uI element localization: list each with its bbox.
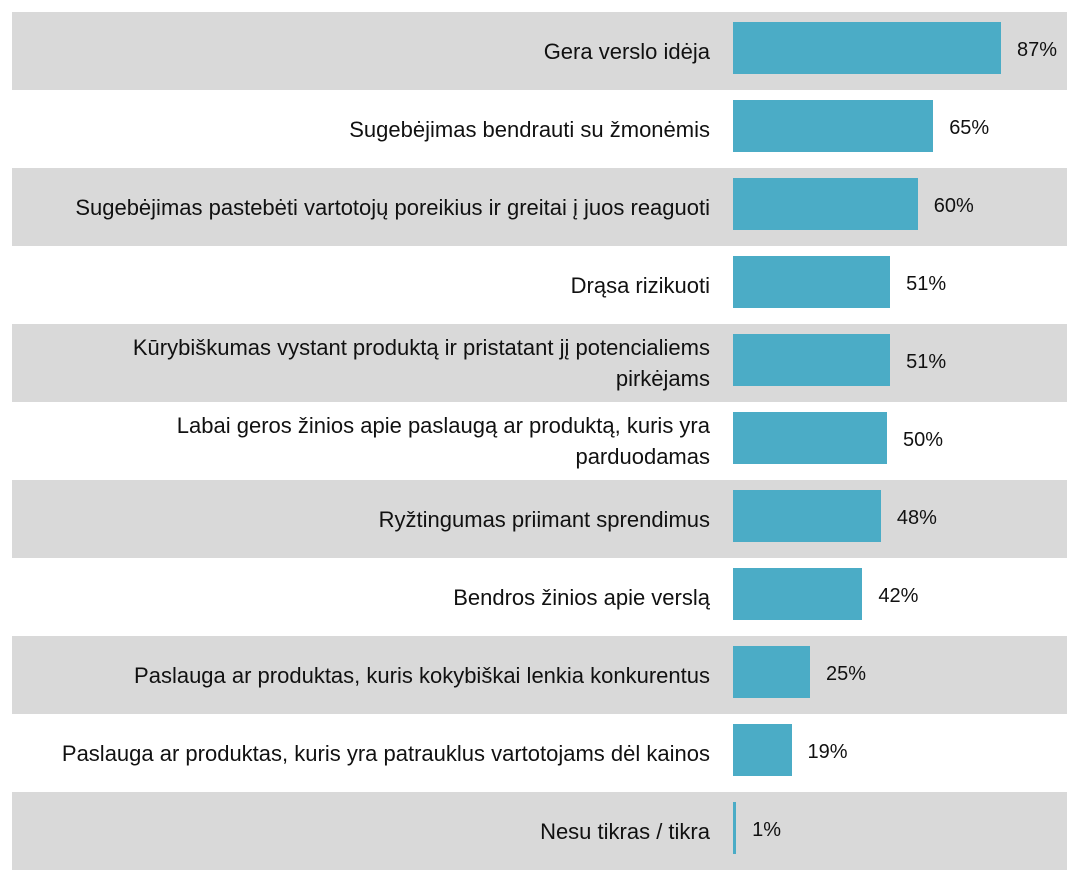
value-label: 50%: [903, 428, 944, 451]
category-text: Kūrybiškumas vystant produktą ir pristat…: [132, 335, 710, 391]
category-text: Paslauga ar produktas, kuris yra patrauk…: [61, 740, 710, 766]
category-text: Gera verslo idėja: [543, 38, 710, 64]
bar: [733, 646, 810, 698]
value-label: 65%: [949, 116, 990, 139]
category-text: Paslauga ar produktas, kuris kokybiškai …: [134, 662, 710, 688]
bar: [733, 178, 918, 230]
value-label: 25%: [826, 662, 867, 685]
row-band: [12, 636, 1067, 714]
category-text: Bendros žinios apie verslą: [453, 584, 710, 610]
row-band: [12, 792, 1067, 870]
bar: [733, 100, 934, 152]
category-label: Kūrybiškumas vystant produktą ir pristat…: [40, 324, 710, 402]
category-label: Sugebėjimas bendrauti su žmonėmis: [40, 90, 710, 168]
bar: [733, 724, 792, 776]
category-text: Nesu tikras / tikra: [540, 818, 710, 844]
value-label: 51%: [906, 350, 947, 373]
bar: [733, 568, 863, 620]
category-label: Labai geros žinios apie paslaugą ar prod…: [40, 402, 710, 480]
category-label: Paslauga ar produktas, kuris kokybiškai …: [40, 636, 710, 714]
bar: [733, 334, 891, 386]
row-band: [12, 324, 1067, 402]
value-label: 51%: [906, 272, 947, 295]
category-label: Drąsa rizikuoti: [40, 246, 710, 324]
value-label: 1%: [752, 818, 781, 841]
category-label: Bendros žinios apie verslą: [40, 558, 710, 636]
category-text: Sugebėjimas pastebėti vartotojų poreikiu…: [75, 194, 710, 220]
bar: [733, 256, 891, 308]
category-text: Drąsa rizikuoti: [570, 272, 710, 298]
bar: [733, 490, 881, 542]
value-label: 19%: [807, 740, 848, 763]
value-label: 42%: [878, 584, 919, 607]
category-label: Nesu tikras / tikra: [40, 792, 710, 870]
category-text: Labai geros žinios apie paslaugą ar prod…: [176, 413, 710, 469]
category-label: Paslauga ar produktas, kuris yra patrauk…: [40, 714, 710, 792]
category-label: Ryžtingumas priimant sprendimus: [40, 480, 710, 558]
bar: [733, 22, 1001, 74]
value-label: 87%: [1016, 38, 1057, 61]
category-label: Gera verslo idėja: [40, 12, 710, 90]
value-label: 48%: [896, 506, 937, 529]
category-text: Sugebėjimas bendrauti su žmonėmis: [349, 116, 710, 142]
category-text: Ryžtingumas priimant sprendimus: [378, 506, 710, 532]
value-label: 60%: [933, 194, 974, 217]
bar: [733, 802, 737, 854]
row-band: [12, 480, 1067, 558]
bar: [733, 412, 887, 464]
category-label: Sugebėjimas pastebėti vartotojų poreikiu…: [40, 168, 710, 246]
